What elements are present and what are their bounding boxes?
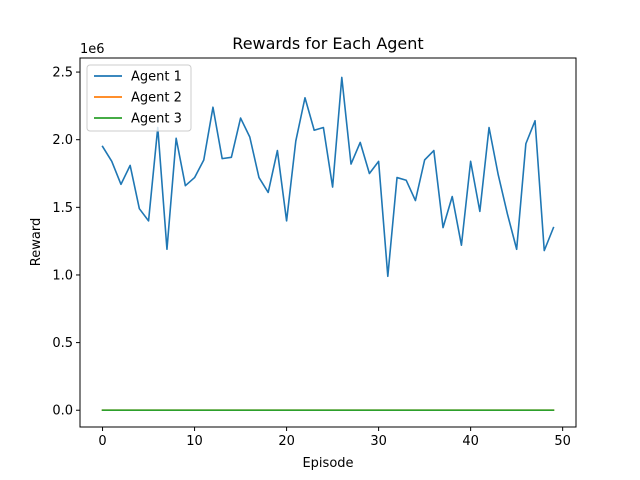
legend-box xyxy=(86,64,192,132)
legend-label-agent-1: Agent 1 xyxy=(131,70,182,85)
y-tick-label: 2.5 xyxy=(52,66,73,81)
x-tick-label: 0 xyxy=(98,434,106,449)
y-offset-label: 1e6 xyxy=(80,42,105,57)
legend-label-agent-3: Agent 3 xyxy=(131,112,182,127)
x-tick-label: 30 xyxy=(370,434,387,449)
axis-ticks: 0 10 20 30 40 50 0.0 0.5 1.0 1.5 2.0 2.5 xyxy=(52,66,571,449)
y-tick-label: 1.0 xyxy=(52,268,73,283)
x-tick-label: 10 xyxy=(186,434,203,449)
y-tick-label: 1.5 xyxy=(52,201,73,216)
x-tick-label: 50 xyxy=(554,434,571,449)
x-tick-label: 40 xyxy=(462,434,479,449)
legend-label-agent-2: Agent 2 xyxy=(131,91,182,106)
series-lines xyxy=(101,76,555,412)
x-axis-label: Episode xyxy=(302,456,353,471)
y-tick-label: 0.0 xyxy=(52,404,73,419)
axes-frame xyxy=(79,57,577,428)
y-tick-label: 2.0 xyxy=(52,133,73,148)
legend: Agent 1 Agent 2 Agent 3 xyxy=(86,64,192,132)
y-tick-label: 0.5 xyxy=(52,336,73,351)
y-axis-label: Reward xyxy=(29,218,44,266)
x-tick-label: 20 xyxy=(278,434,295,449)
series-line-agent-1 xyxy=(101,76,555,278)
chart-title: Rewards for Each Agent xyxy=(232,34,423,53)
